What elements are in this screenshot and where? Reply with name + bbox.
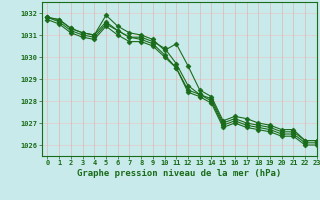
X-axis label: Graphe pression niveau de la mer (hPa): Graphe pression niveau de la mer (hPa) [77, 169, 281, 178]
